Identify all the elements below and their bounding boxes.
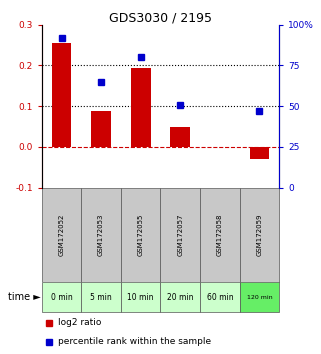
Bar [81, 188, 121, 282]
Bar [240, 188, 279, 282]
Text: 20 min: 20 min [167, 293, 194, 302]
Bar [170, 126, 190, 147]
Text: GSM172059: GSM172059 [256, 214, 263, 256]
Bar [131, 68, 151, 147]
Text: GSM172053: GSM172053 [98, 214, 104, 256]
Bar [81, 282, 121, 312]
Bar [200, 282, 240, 312]
Bar [160, 188, 200, 282]
Text: GSM172052: GSM172052 [58, 214, 65, 256]
Bar [91, 111, 111, 147]
Bar [240, 282, 279, 312]
Text: GSM172057: GSM172057 [177, 214, 183, 256]
Bar [160, 282, 200, 312]
Title: GDS3030 / 2195: GDS3030 / 2195 [109, 12, 212, 25]
Bar [249, 147, 269, 159]
Text: log2 ratio: log2 ratio [58, 318, 102, 327]
Text: GSM172058: GSM172058 [217, 214, 223, 256]
Bar [200, 188, 240, 282]
Text: GSM172055: GSM172055 [138, 214, 144, 256]
Bar [121, 188, 160, 282]
Text: 0 min: 0 min [51, 293, 73, 302]
Text: time ►: time ► [8, 292, 41, 302]
Text: 5 min: 5 min [90, 293, 112, 302]
Bar [52, 43, 71, 147]
Text: percentile rank within the sample: percentile rank within the sample [58, 337, 212, 347]
Bar [121, 282, 160, 312]
Bar [42, 188, 81, 282]
Text: 120 min: 120 min [247, 295, 272, 300]
Bar [42, 282, 81, 312]
Text: 10 min: 10 min [127, 293, 154, 302]
Text: 60 min: 60 min [207, 293, 233, 302]
